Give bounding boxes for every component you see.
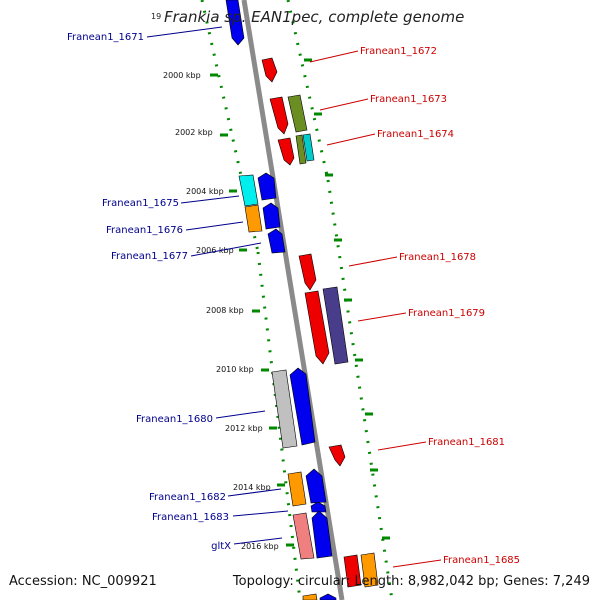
- label-franean1-1677[interactable]: Franean1_1677: [111, 251, 188, 262]
- kbp-label-2012: 2012 kbp: [225, 424, 263, 433]
- label-franean1-1675[interactable]: Franean1_1675: [102, 198, 179, 209]
- gene-red-2017: [343, 554, 362, 588]
- accession-text: Accession: NC_009921: [9, 574, 157, 589]
- gene-blue-2014-a: [305, 468, 327, 504]
- map-title: Frankia sp. EAN1pec, complete genome: [164, 8, 465, 26]
- major-ticks: [210, 58, 390, 547]
- left-gene-labels: Franean1_1671 Franean1_1675 Franean1_167…: [67, 32, 231, 552]
- gene-franean1-1681: [328, 444, 346, 467]
- gene-franean1-1677: [267, 228, 286, 254]
- kbp-label-2008: 2008 kbp: [206, 306, 244, 315]
- gene-red-2002-b: [277, 137, 295, 166]
- gene-blue-2010: [289, 367, 316, 446]
- gene-red-2002-a: [269, 96, 289, 135]
- gene-olive-small: [295, 134, 307, 165]
- gene-red-2008: [304, 290, 330, 365]
- gene-franean1-1676: [244, 204, 263, 233]
- gene-gltx: [292, 512, 315, 560]
- gene-franean1-1682: [287, 471, 307, 507]
- label-franean1-1672[interactable]: Franean1_1672: [360, 46, 437, 57]
- left-leader-lines: [146, 26, 289, 545]
- label-franean1-1680[interactable]: Franean1_1680: [136, 414, 213, 425]
- title-prefix: 19: [151, 12, 162, 21]
- kbp-label-2002: 2002 kbp: [175, 128, 213, 137]
- label-franean1-1681[interactable]: Franean1_1681: [428, 437, 505, 448]
- label-franean1-1682[interactable]: Franean1_1682: [149, 492, 226, 503]
- gene-franean1-1685: [360, 552, 379, 588]
- label-franean1-1685[interactable]: Franean1_1685: [443, 555, 520, 566]
- gene-features: [225, 0, 379, 600]
- label-franean1-1679[interactable]: Franean1_1679: [408, 308, 485, 319]
- label-franean1-1676[interactable]: Franean1_1676: [106, 225, 183, 236]
- kbp-label-2016: 2016 kbp: [241, 542, 279, 551]
- gene-franean1-1673: [287, 94, 308, 133]
- right-gene-labels: Franean1_1672 Franean1_1673 Franean1_167…: [360, 46, 520, 566]
- label-gltx[interactable]: gltX: [211, 541, 231, 552]
- label-franean1-1673[interactable]: Franean1_1673: [370, 94, 447, 105]
- kbp-label-2000: 2000 kbp: [163, 71, 201, 80]
- label-franean1-1683[interactable]: Franean1_1683: [152, 512, 229, 523]
- genome-summary-text: Topology: circular; Length: 8,982,042 bp…: [232, 574, 590, 589]
- gene-franean1-1679: [322, 286, 349, 365]
- gene-blue-2016: [311, 510, 333, 559]
- kbp-label-2014: 2014 kbp: [233, 483, 271, 492]
- label-franean1-1678[interactable]: Franean1_1678: [399, 252, 476, 263]
- gene-franean1-1674: [302, 133, 315, 162]
- gene-orange-bottom: [302, 593, 318, 600]
- label-franean1-1671[interactable]: Franean1_1671: [67, 32, 144, 43]
- gene-franean1-1683: [310, 501, 327, 513]
- gene-blue-bottom: [319, 593, 337, 600]
- kbp-label-2006: 2006 kbp: [196, 246, 234, 255]
- gene-franean1-1671: [225, 0, 245, 46]
- gene-blue-2004-a: [257, 172, 277, 201]
- gene-franean1-1675: [238, 174, 259, 207]
- gene-franean1-1680: [271, 369, 298, 449]
- gene-franean1-1678: [298, 253, 317, 291]
- kbp-label-2004: 2004 kbp: [186, 187, 224, 196]
- gene-blue-2004-b: [262, 202, 281, 230]
- label-franean1-1674[interactable]: Franean1_1674: [377, 129, 454, 140]
- right-leader-lines: [309, 50, 442, 568]
- gene-franean1-1672: [261, 57, 278, 83]
- kbp-label-2010: 2010 kbp: [216, 365, 254, 374]
